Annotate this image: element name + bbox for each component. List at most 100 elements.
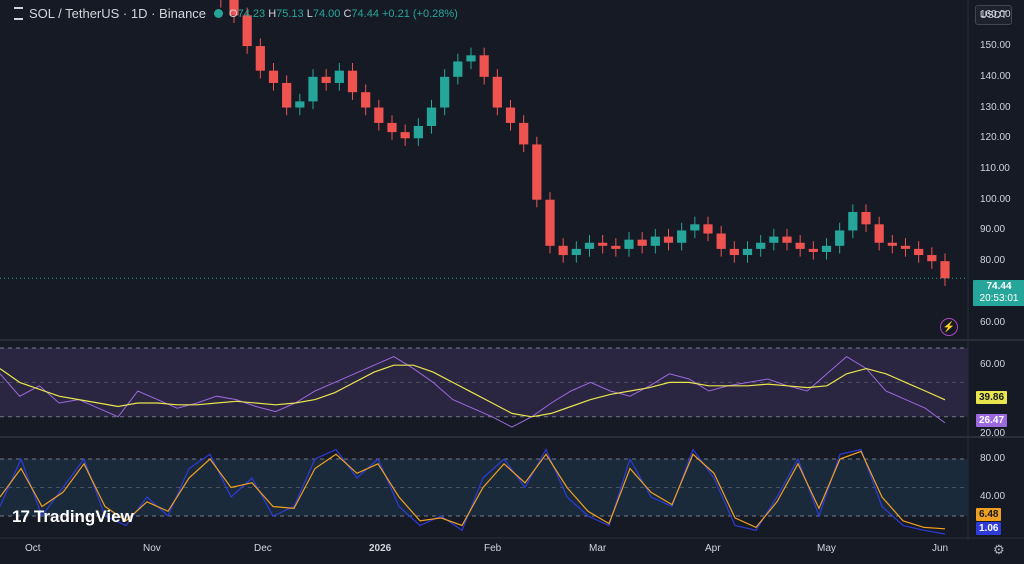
price-axis-label: 110.00 (980, 163, 1010, 174)
candle-body (374, 107, 384, 123)
time-axis-label: Feb (484, 543, 502, 554)
price-axis-label: 90.00 (980, 224, 1006, 236)
candle-body (677, 230, 687, 243)
rsi-pane (0, 347, 968, 428)
candle-body (703, 224, 713, 234)
candle-body (466, 55, 476, 62)
settings-gear-icon[interactable]: ⚙ (993, 542, 1005, 557)
tradingview-logo: 17 TradingView (12, 507, 134, 527)
candle-body (795, 242, 805, 249)
price-axis-label: 140.00 (980, 70, 1011, 82)
candle-body (624, 239, 634, 249)
candle-body (598, 242, 608, 246)
candle-body (690, 224, 700, 231)
brand-name: TradingView (33, 507, 134, 526)
candle-body (663, 236, 674, 243)
candle-body (505, 107, 516, 123)
candle-body (347, 70, 358, 93)
candle-body (387, 122, 397, 133)
candle-body (742, 248, 753, 256)
candle-body (361, 92, 371, 108)
alert-bolt-icon[interactable]: ⚡ (940, 318, 958, 336)
price-axis-label: 80.00 (980, 255, 1006, 267)
candle-body (900, 245, 911, 249)
candle-body (255, 46, 265, 71)
candle-body (321, 76, 331, 83)
rsi-axis-label: 20.00 (980, 428, 1006, 439)
candle-body (756, 242, 766, 249)
price-axis-label: 120.00 (980, 132, 1011, 144)
rsi-value-tag: 26.47 (976, 414, 1008, 427)
candle-body (295, 101, 305, 108)
candle-body (426, 107, 437, 126)
symbol-header: SOL / TetherUS · 1D · Binance O74.23 H75… (14, 6, 458, 21)
time-axis-label: 2026 (369, 543, 392, 554)
candle-body (914, 248, 924, 256)
candle-body (440, 76, 450, 108)
symbol-title[interactable]: SOL / TetherUS · 1D · Binance (29, 6, 207, 21)
rsi-axis-label: 60.00 (980, 359, 1006, 371)
candle-body (229, 0, 239, 16)
candle-body (861, 212, 871, 225)
candle-body (282, 82, 292, 108)
currency-selector[interactable]: USDT (975, 5, 1012, 25)
candle-body (571, 248, 581, 256)
candle-body (400, 132, 410, 139)
candle-body (308, 76, 318, 102)
candle-body (650, 236, 660, 246)
market-status-icon (214, 9, 224, 18)
candlestick-series (0, 0, 968, 286)
tradingview-logo-icon: 17 (12, 507, 30, 526)
stoch-axis-label: 40.00 (980, 491, 1006, 502)
candle-body (782, 236, 792, 243)
time-axis-label: Mar (589, 543, 607, 554)
ohlc-values: O74.23 H75.13 L74.00 C74.44 +0.21 (+0.28… (229, 7, 458, 20)
time-axis-label: Jun (932, 543, 949, 554)
candle-body (940, 261, 950, 279)
candle-body (808, 248, 818, 252)
stoch-k-tag: 1.06 (976, 522, 1002, 535)
candle-body (611, 245, 621, 249)
candle-body (545, 199, 555, 246)
candle-body (558, 245, 568, 256)
price-axis-label: 100.00 (980, 193, 1011, 205)
rsi-ma-line (0, 364, 946, 418)
candle-body (927, 255, 937, 262)
candle-body (268, 70, 279, 83)
stoch-d-tag: 6.48 (976, 508, 1002, 521)
time-axis-label: Dec (254, 543, 272, 554)
price-axis-label: 160.00 (980, 9, 1011, 21)
price-axis-label: 60.00 (980, 316, 1006, 328)
candle-body (519, 122, 529, 145)
time-axis-label: Apr (705, 543, 721, 554)
candle-body (492, 76, 502, 108)
candle-body (848, 212, 858, 231)
candle-body (835, 230, 845, 246)
menu-icon[interactable] (14, 7, 23, 20)
candle-body (729, 248, 739, 256)
rsi-ma-tag: 39.86 (976, 391, 1008, 404)
candle-body (453, 61, 463, 77)
candle-body (821, 245, 832, 252)
candle-body (532, 144, 542, 200)
candle-body (242, 15, 252, 47)
candle-body (479, 55, 489, 77)
price-axis-label: 150.00 (980, 40, 1011, 52)
candle-body (413, 125, 423, 139)
candle-body (716, 233, 726, 249)
candle-body (769, 236, 779, 243)
last-price-tag: 74.44 20:53:01 (973, 280, 1024, 306)
candle-body (887, 242, 897, 246)
candle-body (584, 242, 595, 249)
candle-body (637, 239, 647, 246)
time-axis-label: May (817, 543, 836, 554)
stoch-axis-label: 80.00 (980, 453, 1006, 464)
stoch-d-line (0, 450, 946, 530)
time-axis-label: Nov (143, 543, 161, 554)
stoch-pane (0, 448, 968, 535)
candle-body (874, 224, 884, 243)
price-axis-label: 130.00 (980, 101, 1011, 113)
time-axis-label: Oct (25, 543, 41, 554)
candle-body (334, 70, 344, 83)
